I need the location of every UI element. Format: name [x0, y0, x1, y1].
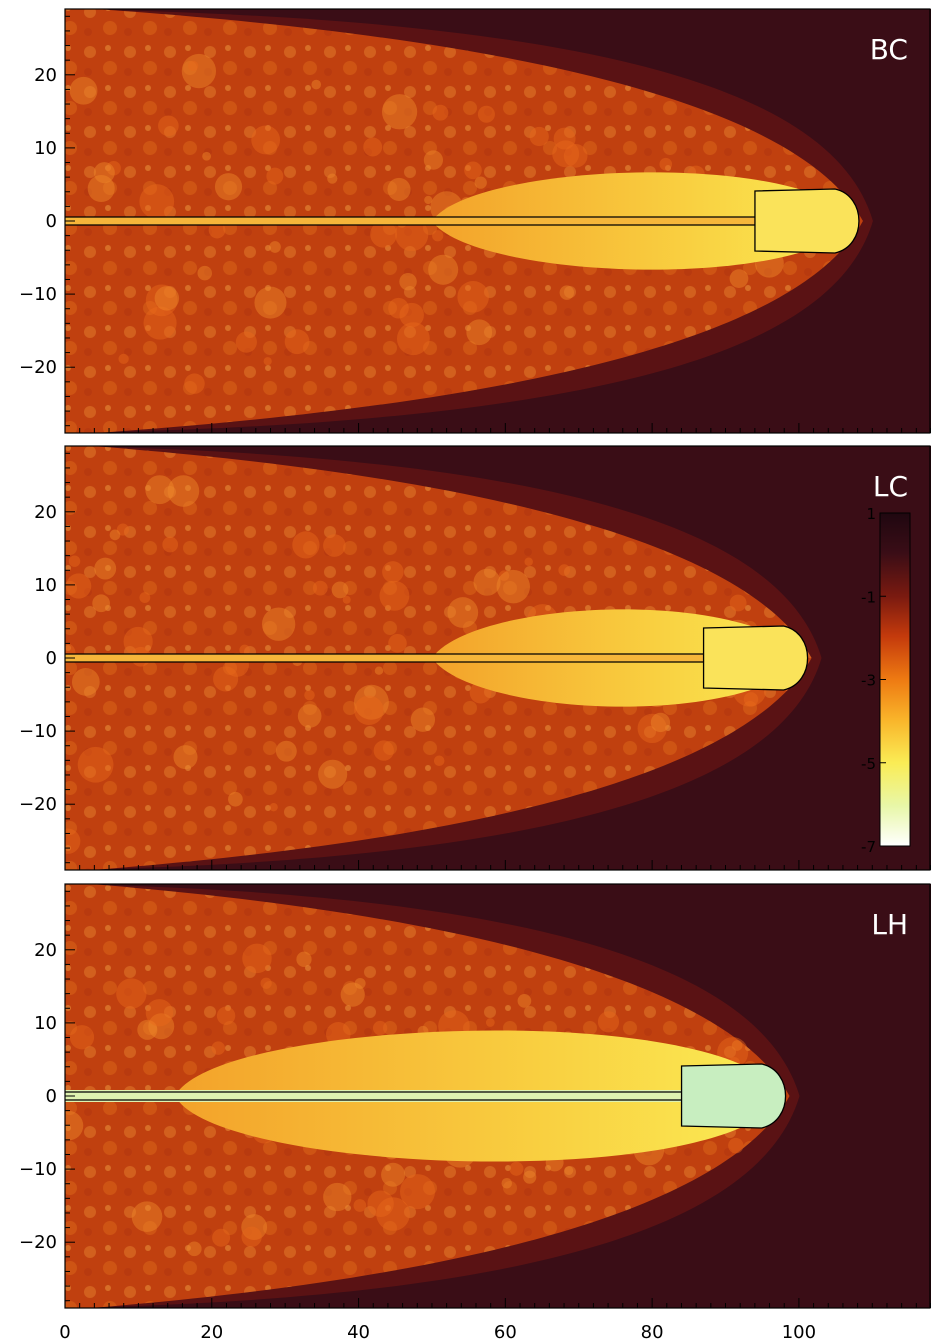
y-tick-label: 10: [34, 1013, 57, 1034]
y-tick-label: 20: [34, 65, 57, 86]
y-tick-label: 0: [46, 211, 57, 232]
x-tick-label: 100: [782, 1322, 816, 1343]
y-tick-label: −20: [19, 1232, 57, 1253]
y-tick-label: −10: [19, 721, 57, 742]
jet-head: [680, 1063, 787, 1129]
x-tick-label: 20: [200, 1322, 223, 1343]
y-tick-label: −20: [19, 794, 57, 815]
jet-spine: [65, 217, 855, 225]
colorbar-tick-label: -5: [861, 755, 876, 773]
panel-frame: [64, 445, 931, 871]
colorbar-tick-label: -7: [861, 838, 876, 856]
jet-spine: [65, 654, 804, 662]
colorbar-tick-label: -1: [861, 588, 876, 606]
y-tick-label: 20: [34, 502, 57, 523]
y-tick-label: −10: [19, 284, 57, 305]
x-tick-label: 80: [641, 1322, 664, 1343]
y-tick-label: −20: [19, 357, 57, 378]
panel-lh: 20 10 0 −10 −20 LH: [19, 883, 931, 1309]
y-axis: 20 10 0 −10 −20: [19, 452, 75, 864]
jet-head: [702, 625, 809, 691]
jet-spine: [65, 1090, 782, 1102]
panel-frame: [64, 8, 931, 434]
y-tick-label: 10: [34, 575, 57, 596]
y-tick-label: 10: [34, 138, 57, 159]
panel-label: LH: [871, 908, 908, 941]
panel-label: LC: [873, 470, 908, 503]
y-axis: 20 10 0 −10 −20: [19, 15, 75, 427]
panel-label: BC: [870, 33, 908, 66]
y-tick-label: 0: [46, 1086, 57, 1107]
colorbar-tick-label: -3: [861, 672, 876, 690]
x-tick-label: 60: [494, 1322, 517, 1343]
jet-head: [754, 188, 860, 254]
y-tick-label: 20: [34, 940, 57, 961]
y-tick-label: 0: [46, 648, 57, 669]
colorbar: 1 -1 -3 -5 -7: [861, 505, 911, 856]
panel-bc: 20 10 0 −10 −20 BC: [19, 8, 931, 434]
panel-frame: [64, 883, 931, 1309]
x-tick-label: 0: [59, 1322, 70, 1343]
panel-lc: 20 10 0 −10 −20 LC: [19, 445, 931, 871]
y-tick-label: −10: [19, 1159, 57, 1180]
x-axis-tick-labels: 0 20 40 60 80 100: [59, 1322, 816, 1343]
colorbar-tick-label: 1: [866, 505, 876, 523]
y-axis: 20 10 0 −10 −20: [19, 890, 75, 1302]
x-tick-label: 40: [347, 1322, 370, 1343]
